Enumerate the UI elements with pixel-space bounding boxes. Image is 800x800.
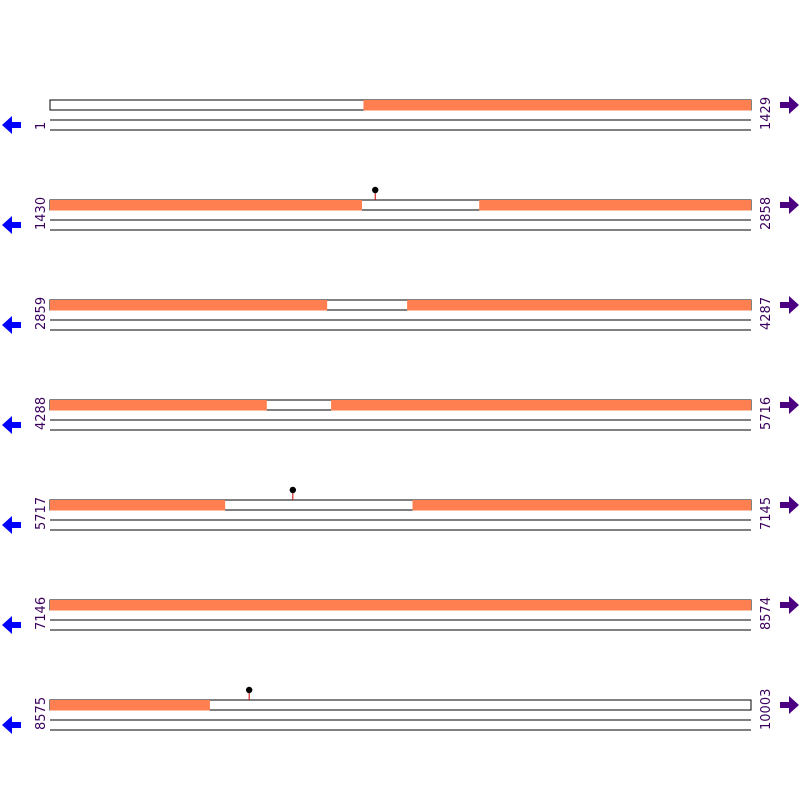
arrow-right-icon[interactable] <box>780 196 799 214</box>
start-position-label: 1430 <box>34 197 49 230</box>
map-row: 5717 7145 <box>2 486 799 534</box>
feature-segment[interactable] <box>50 600 751 611</box>
start-position-label: 2859 <box>34 297 49 330</box>
arrow-left-icon[interactable] <box>2 316 21 334</box>
end-position-label: 4287 <box>759 297 774 330</box>
arrow-left-icon[interactable] <box>2 516 21 534</box>
map-row: 1430 2858 <box>2 186 799 234</box>
arrow-right-icon[interactable] <box>780 696 799 714</box>
feature-segment[interactable] <box>331 400 751 411</box>
feature-segment[interactable] <box>50 300 328 311</box>
start-position-label: 1 <box>34 122 49 130</box>
arrow-left-icon[interactable] <box>2 616 21 634</box>
map-row: 8575 10003 <box>2 686 799 734</box>
feature-segment[interactable] <box>50 200 362 211</box>
map-row: 2859 4287 <box>2 296 799 334</box>
arrow-left-icon[interactable] <box>2 416 21 434</box>
feature-segment[interactable] <box>50 400 267 411</box>
arrow-right-icon[interactable] <box>780 496 799 514</box>
site-marker[interactable] <box>245 686 253 694</box>
arrow-right-icon[interactable] <box>780 96 799 114</box>
site-marker[interactable] <box>289 486 297 494</box>
start-position-label: 7146 <box>34 597 49 630</box>
start-position-label: 4288 <box>34 397 49 430</box>
end-position-label: 5716 <box>759 397 774 430</box>
feature-segment[interactable] <box>407 300 751 311</box>
end-position-label: 8574 <box>759 597 774 630</box>
end-position-label: 7145 <box>759 497 774 530</box>
feature-segment[interactable] <box>50 500 226 511</box>
start-position-label: 8575 <box>34 697 49 730</box>
feature-segment[interactable] <box>363 100 751 111</box>
map-row: 4288 5716 <box>2 396 799 434</box>
arrow-right-icon[interactable] <box>780 596 799 614</box>
end-position-label: 10003 <box>759 689 774 730</box>
map-row: 1 1429 <box>2 96 799 134</box>
arrow-right-icon[interactable] <box>780 296 799 314</box>
feature-segment[interactable] <box>50 700 210 711</box>
end-position-label: 1429 <box>759 97 774 130</box>
site-marker[interactable] <box>372 186 379 194</box>
end-position-label: 2858 <box>759 197 774 230</box>
feature-segment[interactable] <box>479 200 751 211</box>
arrow-left-icon[interactable] <box>2 716 21 734</box>
arrow-right-icon[interactable] <box>780 396 799 414</box>
feature-segment[interactable] <box>412 500 751 511</box>
map-row: 7146 8574 <box>2 596 799 634</box>
start-position-label: 5717 <box>34 497 49 530</box>
arrow-left-icon[interactable] <box>2 216 21 234</box>
arrow-left-icon[interactable] <box>2 116 21 134</box>
